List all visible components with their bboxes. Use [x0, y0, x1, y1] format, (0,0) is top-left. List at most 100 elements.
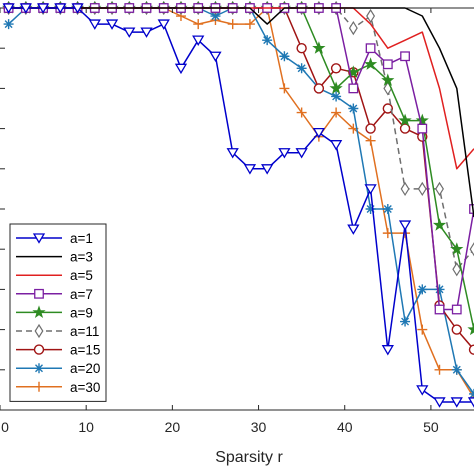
data-point: [417, 324, 428, 335]
legend-entry: a=7: [16, 287, 93, 302]
data-point: [329, 81, 343, 95]
data-point: [400, 181, 410, 197]
data-point: [193, 19, 204, 30]
data-point: [400, 51, 410, 62]
data-point: [123, 27, 136, 38]
legend-label: a=20: [70, 361, 100, 376]
data-point: [88, 19, 101, 30]
legend-label: a=3: [70, 250, 93, 265]
data-point: [365, 123, 376, 134]
data-point: [209, 51, 222, 63]
data-point: [331, 107, 342, 118]
data-point: [432, 218, 447, 231]
x-tick-label: 50: [423, 419, 439, 435]
data-point: [469, 204, 474, 214]
x-tick-label: 30: [251, 419, 267, 435]
data-point: [347, 224, 360, 235]
data-point: [34, 288, 44, 299]
data-point: [34, 381, 44, 392]
legend-label: a=7: [70, 287, 93, 302]
data-point: [434, 284, 445, 295]
plot-area: [0, 0, 474, 411]
data-point: [54, 3, 67, 14]
data-point: [468, 344, 474, 355]
series-line: [8, 7, 474, 403]
data-point: [467, 397, 474, 408]
legend-entry: a=3: [16, 250, 93, 265]
legend-label: a=5: [70, 268, 93, 283]
data-point: [398, 220, 412, 231]
data-point: [2, 3, 15, 14]
legend-entry: a=5: [16, 268, 93, 283]
data-point: [157, 19, 170, 30]
data-point: [227, 19, 238, 30]
data-point: [450, 397, 463, 408]
data-point: [417, 284, 428, 295]
data-point: [364, 184, 377, 195]
x-axis: 0 10 20 30 40 50: [0, 8, 439, 435]
data-point: [296, 107, 307, 118]
data-point: [36, 3, 50, 14]
data-point: [261, 164, 274, 175]
data-point: [364, 57, 378, 70]
data-point: [32, 305, 46, 319]
data-point: [348, 103, 359, 114]
data-point: [19, 3, 32, 14]
data-point: [3, 19, 14, 30]
data-point: [415, 113, 429, 127]
data-point: [450, 242, 464, 255]
data-point: [434, 304, 445, 315]
data-point: [295, 148, 308, 159]
x-tick-label: 0: [1, 419, 9, 435]
data-point: [399, 123, 411, 134]
legend-entry: a=1: [16, 231, 93, 246]
data-point: [330, 63, 342, 74]
x-tick-label: 10: [78, 419, 94, 435]
data-point: [244, 19, 255, 30]
data-point: [398, 113, 412, 127]
data-point: [329, 140, 343, 151]
data-point: [331, 91, 342, 102]
data-point: [296, 43, 307, 54]
data-point: [174, 63, 188, 75]
data-point: [312, 41, 326, 54]
data-point: [435, 181, 444, 197]
legend-label: a=9: [70, 305, 93, 320]
series-line: [8, 7, 474, 170]
data-point: [400, 316, 411, 327]
x-tick-label: 20: [165, 419, 181, 435]
data-point: [365, 43, 376, 54]
data-point: [262, 35, 273, 46]
data-point: [451, 324, 462, 335]
data-point: [279, 83, 290, 94]
legend-entry: a=30: [16, 380, 100, 395]
data-point: [365, 204, 376, 214]
data-point: [451, 304, 462, 315]
data-point: [348, 83, 359, 94]
legend-label: a=15: [70, 343, 100, 358]
legend-label: a=11: [70, 324, 99, 339]
data-point: [451, 364, 462, 375]
legend-entry: a=11: [16, 323, 99, 339]
data-point: [279, 51, 290, 62]
legend-entry: a=20: [16, 361, 100, 376]
data-point: [71, 3, 84, 14]
data-point: [210, 11, 221, 22]
data-point: [416, 385, 429, 396]
data-point: [365, 135, 376, 146]
data-point: [469, 242, 474, 257]
data-point: [382, 204, 393, 214]
data-point: [296, 63, 307, 74]
x-axis-label: Sparsity r: [215, 449, 283, 466]
data-point: [226, 148, 239, 159]
legend: a=1 a=3 a=5 a=7 a=9 a=11 a=15 a=20 a=30: [9, 223, 107, 402]
data-point: [140, 27, 153, 38]
data-point: [434, 364, 445, 375]
x-tick-label: 40: [337, 419, 353, 435]
data-point: [32, 233, 46, 244]
data-point: [382, 59, 393, 70]
series-a-5: [8, 7, 474, 170]
data-point: [34, 323, 44, 339]
data-point: [381, 345, 394, 356]
